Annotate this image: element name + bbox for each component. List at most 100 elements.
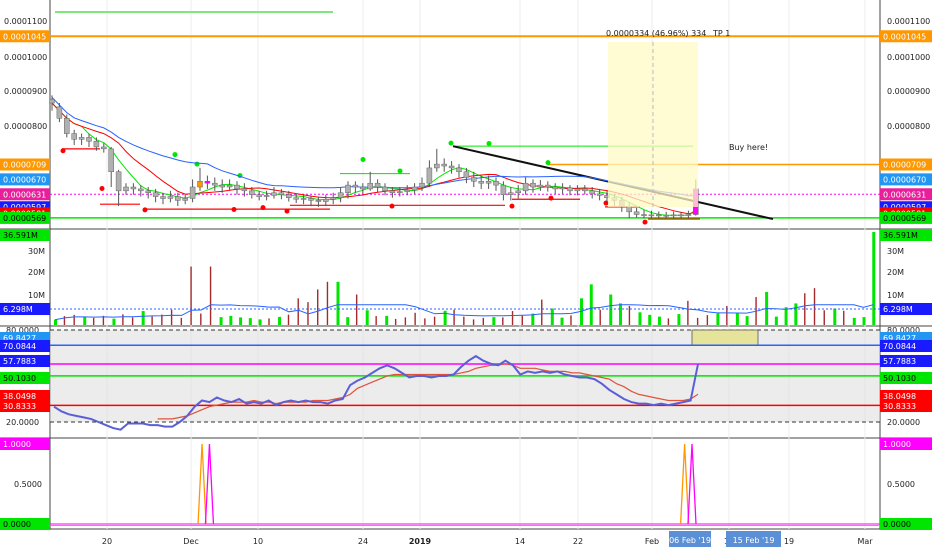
red-pivot-dot-0 (60, 148, 66, 154)
candle-body-13 (145, 190, 151, 193)
candle-body-83 (663, 215, 669, 217)
volume-tick-2: 10M (28, 291, 45, 300)
volume-bars (50, 232, 880, 325)
candle-body-52 (434, 163, 440, 169)
x-tick-label: Dec (183, 537, 198, 546)
volume-bar-68 (716, 313, 720, 325)
signal-tick-half-right: 0.5000 (887, 480, 915, 489)
candle-body-79 (633, 211, 640, 215)
volume-bar-82 (852, 317, 856, 325)
volume-bar-1 (63, 316, 66, 325)
candle-body-84 (670, 214, 677, 217)
price-tag-1-left: 0.0000709 (3, 160, 46, 169)
candle-body-31 (278, 192, 285, 195)
volume-bar-24 (287, 314, 290, 325)
rsi-tag-5-left-bg (0, 400, 50, 412)
volume-bar-77 (804, 293, 806, 325)
candle-body-54 (448, 165, 455, 169)
volume-bar-62 (657, 316, 661, 325)
signal-spike-2 (679, 443, 690, 525)
price-tag-3-left-bg (0, 188, 50, 201)
price-tag-3-left: 0.0000631 (3, 190, 46, 199)
volume-bar-25 (297, 298, 299, 325)
candle-body-29 (263, 195, 270, 197)
candle-body-34 (300, 198, 307, 200)
price-tag-0-right-bg (880, 30, 932, 43)
candle-body-0 (49, 98, 55, 104)
candle-body-74 (596, 193, 603, 196)
candle-body-32 (286, 194, 292, 198)
green-pivot-dot-3 (360, 157, 366, 163)
date-highlight-box (726, 531, 781, 547)
green-pivot-dot-0 (172, 152, 178, 158)
candle-body-47 (397, 191, 403, 193)
volume-bar-29 (336, 281, 340, 325)
price-tick-2-right: 0.0000900 (887, 87, 930, 96)
price-tick-1-right: 0.0001000 (887, 53, 930, 62)
volume-bar-19 (239, 317, 243, 325)
volume-bar-46 (502, 317, 504, 325)
candle-body-1 (56, 106, 63, 119)
candle-body-3 (71, 133, 77, 140)
volume-bar-18 (229, 315, 233, 325)
volume-bar-40 (443, 310, 447, 325)
volume-bar-75 (784, 307, 788, 325)
candle-body-19 (189, 186, 196, 199)
price-tick-0: 0.0001100 (4, 17, 47, 26)
volume-bar-70 (735, 312, 739, 325)
candle-body-12 (138, 188, 144, 192)
volume-tag-peak-left: 36.591M (3, 231, 38, 240)
rsi-signal-line (157, 363, 699, 420)
candle-body-70 (567, 187, 573, 192)
candle-body-30 (271, 192, 277, 196)
red-pivot-dot-4 (260, 205, 266, 211)
volume-bar-31 (355, 294, 358, 325)
rsi-tag-5-right: 30.8333 (883, 402, 916, 411)
panel-dividers (0, 0, 932, 530)
candle-body-35 (308, 198, 314, 201)
signal-tick-half: 0.5000 (14, 480, 42, 489)
x-tick-label: 2019 (409, 537, 432, 546)
price-tag-3-right-bg (880, 188, 932, 201)
price-tick-1: 0.0001000 (4, 53, 47, 62)
candle-body-62 (508, 192, 514, 195)
measure-label: 0.0000334 (46.96%) 334 (606, 29, 706, 38)
candle-body-20 (197, 181, 203, 188)
candle-body-14 (152, 192, 159, 197)
time-axis: 20Dec102420191422Feb1119Mar06 Feb '1915 … (102, 531, 873, 547)
candle-body-65 (530, 182, 536, 188)
candle-body-82 (656, 214, 662, 217)
volume-bar-37 (414, 312, 416, 325)
volume-bar-69 (726, 305, 728, 325)
volume-bar-5 (102, 315, 105, 325)
volume-bar-44 (482, 317, 485, 325)
volume-bar-45 (492, 317, 496, 325)
volume-bar-63 (667, 318, 670, 325)
candle-body-7 (101, 146, 107, 150)
volume-bar-8 (131, 317, 134, 325)
volume-tag-avg-left: 6.298M (3, 305, 33, 314)
x-tick-label: 19 (784, 537, 794, 546)
candle-body-43 (367, 182, 373, 190)
rsi-indicator (50, 329, 880, 431)
candle-body-22 (212, 182, 218, 186)
volume-bar-58 (618, 303, 622, 325)
candle-body-66 (537, 184, 544, 188)
volume-bar-21 (258, 319, 262, 325)
red-pivot-dot-7 (509, 203, 515, 209)
rsi-tag-4-left: 38.0498 (3, 392, 36, 401)
volume-bar-6 (112, 318, 116, 325)
price-tag-0-right: 0.0001045 (883, 32, 926, 41)
volume-bar-64 (677, 314, 681, 325)
candle-body-86 (685, 214, 692, 216)
price-tag-6-left-bg (0, 211, 50, 224)
candle-body-69 (559, 187, 566, 190)
rsi-highlight-box (691, 329, 759, 346)
price-tag-1-right-bg (880, 158, 932, 171)
volume-bar-41 (453, 309, 455, 325)
price-tag-2-left-bg (0, 173, 50, 186)
signal-spike-0 (197, 443, 207, 525)
rsi-tag-2-right-bg (880, 355, 932, 367)
volume-bar-56 (599, 309, 601, 325)
